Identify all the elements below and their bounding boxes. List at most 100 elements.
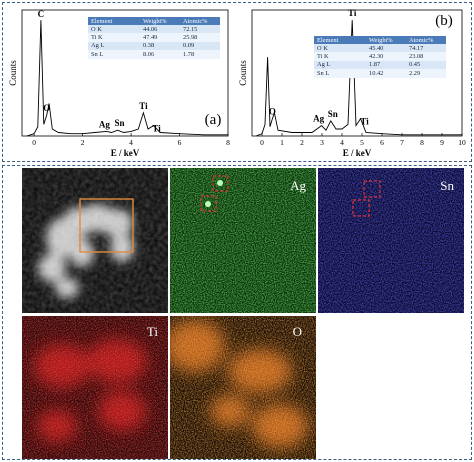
x-tick-label: 4 xyxy=(129,138,133,147)
peak-label: O xyxy=(269,107,276,117)
x-tick-label: 6 xyxy=(178,138,182,147)
spectrum-line xyxy=(255,20,462,137)
y-axis-label: Counts xyxy=(8,60,18,86)
x-tick-label: 10 xyxy=(458,138,466,147)
panel-label: (a) xyxy=(205,112,222,128)
ag-map-panel: Ag xyxy=(170,168,316,313)
table-cell: 23.08 xyxy=(406,52,446,61)
x-tick-label: 8 xyxy=(226,138,230,147)
table-cell: 42.30 xyxy=(366,52,406,61)
table-cell: Ag L xyxy=(314,60,366,70)
x-tick-label: 1 xyxy=(280,138,284,147)
table-row: O K 45.40 74.17 xyxy=(314,44,446,53)
table-cell: 0.45 xyxy=(406,60,446,70)
table-cell: Ag L xyxy=(88,41,140,51)
spectrum-a-plot: 0 2 4 6 8 C O Ag Sn Ti Ti E / keV Counts (a) xyxy=(8,9,230,158)
o-map-panel: O xyxy=(170,316,316,459)
table-cell: 1.78 xyxy=(180,50,220,59)
spectrum-a: 0 2 4 6 8 C O Ag Sn Ti Ti E / keV Counts (a) Element … xyxy=(6,6,232,160)
sem-image xyxy=(22,168,168,313)
marker-box xyxy=(363,180,381,198)
table-cell: O K xyxy=(314,44,366,53)
table-header: Atomic% xyxy=(180,17,220,25)
peak-label: Ag xyxy=(99,119,110,129)
table-header-row: Element Weight% Atomic% xyxy=(88,17,220,25)
peak-label: O xyxy=(43,103,50,113)
x-tick-label: 0 xyxy=(260,138,264,147)
table-cell: 25.98 xyxy=(180,33,220,42)
peak-label: Ag xyxy=(313,114,324,124)
table-row: Ag L 1.87 0.45 xyxy=(314,60,446,70)
ti-map-label: Ti xyxy=(146,324,158,339)
table-cell: 10.42 xyxy=(366,69,406,78)
ag-map-label: Ag xyxy=(290,178,306,193)
peak-label: Ti xyxy=(139,101,148,111)
x-tick-label: 4 xyxy=(340,138,344,147)
y-axis-label: Counts xyxy=(238,60,248,86)
x-tick-label: 5 xyxy=(360,138,364,147)
table-cell: 1.87 xyxy=(366,60,406,70)
sn-map-panel: Sn xyxy=(318,168,464,313)
table-cell: Ti K xyxy=(314,52,366,61)
table-row: O K 44.06 72.15 xyxy=(88,25,220,34)
table-cell: Ti K xyxy=(88,33,140,42)
table-header: Weight% xyxy=(140,17,180,25)
table-cell: 74.17 xyxy=(406,44,446,53)
table-cell: 0.38 xyxy=(140,41,180,51)
marker-box xyxy=(352,199,370,217)
table-cell: O K xyxy=(88,25,140,34)
table-row: Sn L 8.06 1.78 xyxy=(88,50,220,59)
x-axis-label: E / keV xyxy=(343,148,372,158)
sem-image-panel xyxy=(22,168,168,313)
table-row: Ti K 42.30 23.08 xyxy=(314,52,446,61)
selection-box xyxy=(79,198,134,253)
spectra-frame xyxy=(2,2,472,162)
peak-label: Ti xyxy=(348,8,357,18)
ti-map xyxy=(22,316,168,459)
peak-label: Sn xyxy=(328,109,338,119)
maps-frame xyxy=(2,165,472,460)
sn-map-label: Sn xyxy=(440,178,454,193)
table-header: Element xyxy=(314,36,366,44)
table-cell: 72.15 xyxy=(180,25,220,34)
table-row: Sn L 10.42 2.29 xyxy=(314,69,446,78)
table-cell: 44.06 xyxy=(140,25,180,34)
table-row: Ti K 47.49 25.98 xyxy=(88,33,220,42)
x-tick-label: 6 xyxy=(380,138,384,147)
x-tick-label: 3 xyxy=(320,138,324,147)
spectrum-b-table: Element Weight% Atomic% O K 45.40 74.17 Ti… xyxy=(314,36,446,78)
peak-label: Sn xyxy=(114,118,124,128)
o-map xyxy=(170,316,316,459)
x-tick-label: 8 xyxy=(420,138,424,147)
peak-label: Ti xyxy=(152,124,161,134)
table-cell: Sn L xyxy=(314,69,366,78)
sn-map xyxy=(318,168,464,313)
ti-map-panel: Ti xyxy=(22,316,168,459)
plot-frame xyxy=(251,9,463,137)
peak-label: Ti xyxy=(360,117,369,127)
x-tick-label: 2 xyxy=(300,138,304,147)
table-header-row: Element Weight% Atomic% xyxy=(314,36,446,44)
panel-label: (b) xyxy=(435,13,453,29)
marker-box xyxy=(200,195,217,212)
table-row: Ag L 0.38 0.09 xyxy=(88,41,220,51)
table-cell: 45.40 xyxy=(366,44,406,53)
table-cell: 47.49 xyxy=(140,33,180,42)
table-cell: 8.06 xyxy=(140,50,180,59)
plot-frame xyxy=(21,9,229,137)
peak-label: C xyxy=(38,9,45,19)
x-axis-label: E / keV xyxy=(111,148,140,158)
spectrum-line xyxy=(26,20,228,137)
o-map-label: O xyxy=(292,324,302,339)
table-cell: 0.09 xyxy=(180,41,220,51)
ag-map xyxy=(170,168,316,313)
x-tick-label: 9 xyxy=(440,138,444,147)
x-tick-label: 2 xyxy=(81,138,85,147)
table-header: Element xyxy=(88,17,140,25)
spectrum-a-table: Element Weight% Atomic% O K 44.06 72.15 Ti… xyxy=(88,17,220,59)
table-cell: Sn L xyxy=(88,50,140,59)
table-header: Weight% xyxy=(366,36,406,44)
x-tick-label: 7 xyxy=(400,138,404,147)
x-tick-label: 0 xyxy=(32,138,36,147)
